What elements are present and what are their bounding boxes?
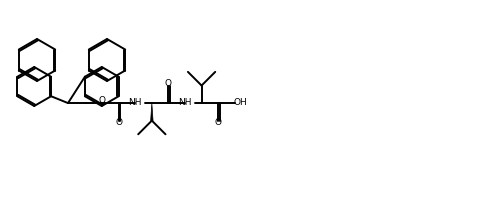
Text: O: O [165, 79, 172, 88]
Polygon shape [151, 103, 153, 121]
Text: OH: OH [234, 98, 248, 107]
Text: O: O [214, 118, 222, 127]
Text: O: O [115, 118, 122, 127]
Text: O: O [99, 96, 106, 105]
Text: NH: NH [128, 98, 142, 107]
Text: NH: NH [178, 98, 192, 107]
